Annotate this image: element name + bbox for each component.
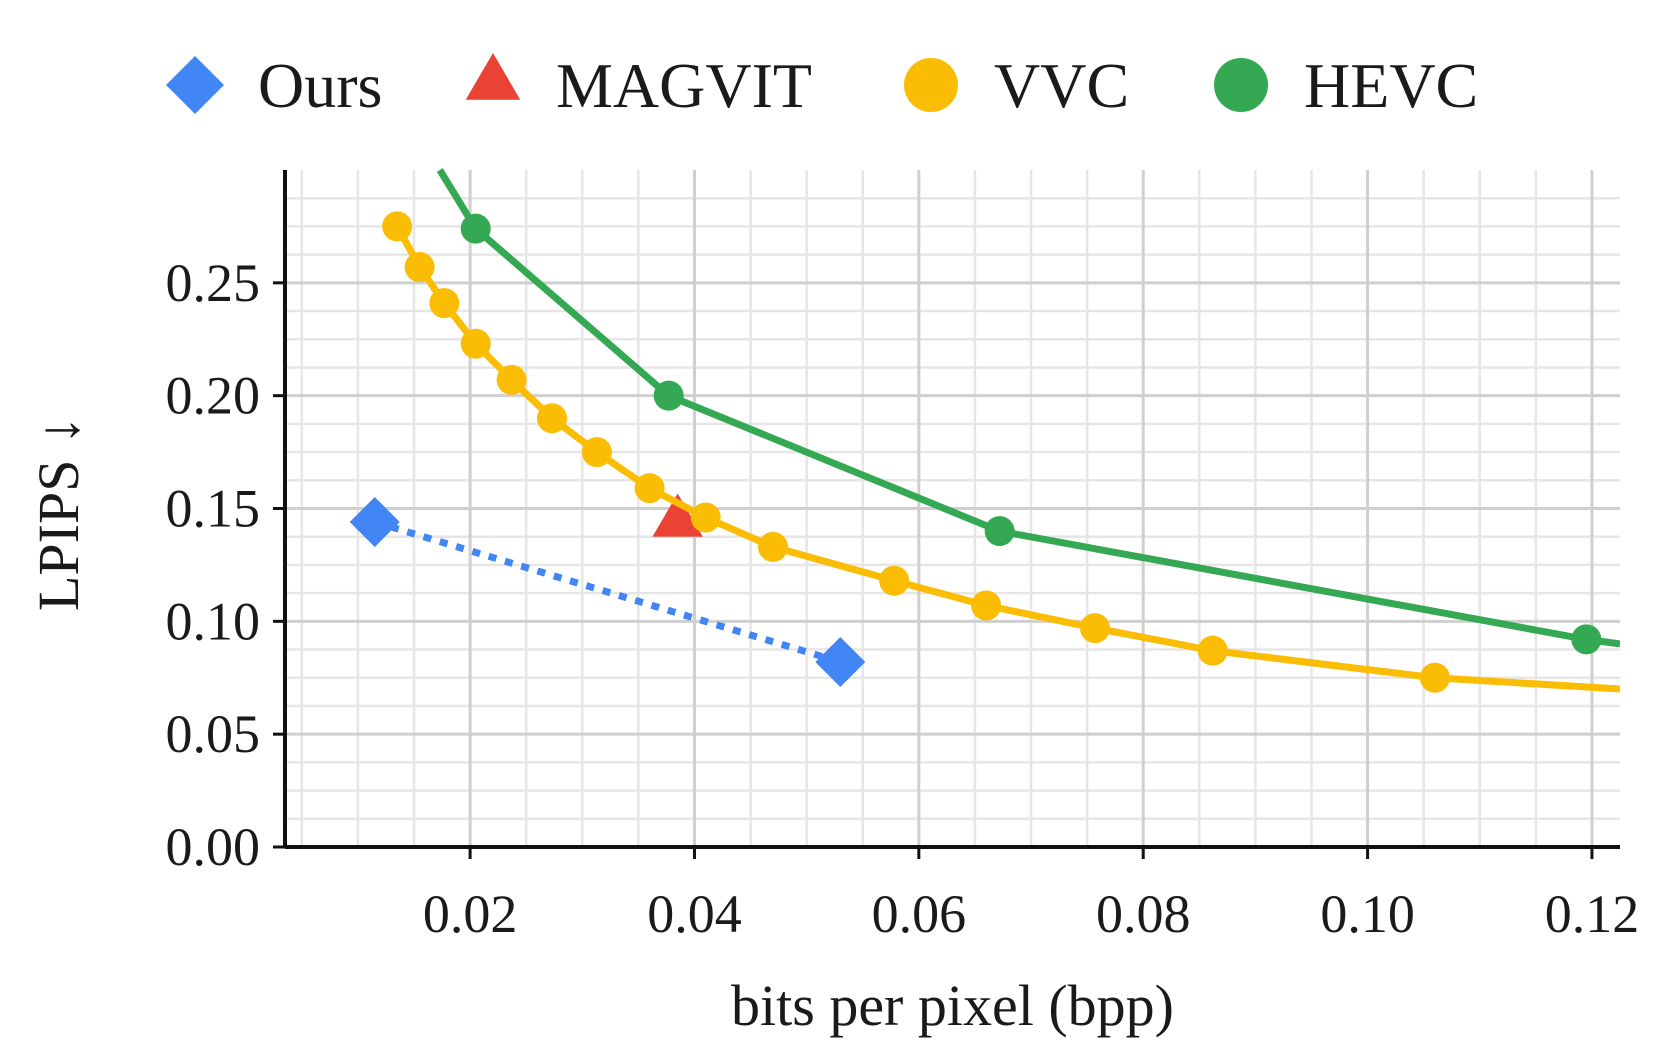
data-point-hevc [460,213,491,244]
data-point-vvc [758,531,789,562]
data-point-vvc [1197,635,1228,666]
legend-label-ours: Ours [258,50,382,121]
legend-item-magvit: MAGVIT [465,50,812,121]
y-tick-label: 0.15 [166,479,261,539]
series-vvc [382,211,1620,693]
data-point-ours [815,636,866,687]
series-line-ours [373,518,842,666]
data-point-vvc [404,252,435,283]
data-point-vvc [382,211,413,242]
data-point-vvc [460,328,491,359]
data-point-vvc [1079,613,1110,644]
legend-item-vvc: VVC [904,50,1129,121]
legend-label-vvc: VVC [994,50,1129,121]
y-tick-label: 0.05 [166,704,261,764]
legend-item-hevc: HEVC [1214,50,1478,121]
x-tick-label: 0.06 [872,884,967,944]
series-hevc [436,168,1620,655]
legend-marker-ours [166,56,224,114]
series-magvit [652,493,703,537]
y-tick-label: 0.00 [166,817,261,877]
data-point-vvc [634,473,665,504]
data-point-hevc [984,516,1015,547]
x-tick-label: 0.12 [1545,884,1640,944]
series-line-vvc [394,224,1620,693]
data-point-vvc [537,403,567,434]
data-point-vvc [496,364,527,395]
x-tick-label: 0.10 [1320,884,1415,944]
legend-label-magvit: MAGVIT [556,50,812,121]
data-point-vvc [581,437,612,468]
legend-marker-magvit [465,53,521,100]
data-point-vvc [971,590,1002,621]
data-point-hevc [653,380,684,411]
data-point-vvc [879,565,910,596]
data-point-hevc [1571,624,1602,655]
data-point-vvc [429,288,460,319]
x-tick-label: 0.08 [1096,884,1191,944]
data-point-magvit [652,493,703,537]
y-tick-label: 0.25 [166,253,261,313]
series-ours [349,497,866,687]
x-tick-label: 0.04 [647,884,742,944]
data-point-ours [349,497,400,548]
plot-series [349,168,1620,693]
y-tick-label: 0.20 [166,366,261,426]
legend-label-hevc: HEVC [1304,50,1478,121]
legend-item-ours: Ours [166,50,382,121]
y-axis-title: LPIPS ↓ [26,416,91,611]
legend-marker-hevc [1214,58,1268,112]
x-tick-label: 0.02 [423,884,518,944]
legend: Ours MAGVIT VVC HEVC [166,50,1478,121]
data-point-vvc [1419,662,1450,693]
ticks: 0.02 0.04 0.06 0.08 0.10 0.12 0.00 0.05 0.10 0.15… [166,253,1640,944]
legend-marker-vvc [904,58,958,112]
y-tick-label: 0.10 [166,591,261,651]
x-axis-title: bits per pixel (bpp) [731,973,1174,1038]
data-point-vvc [690,502,721,533]
